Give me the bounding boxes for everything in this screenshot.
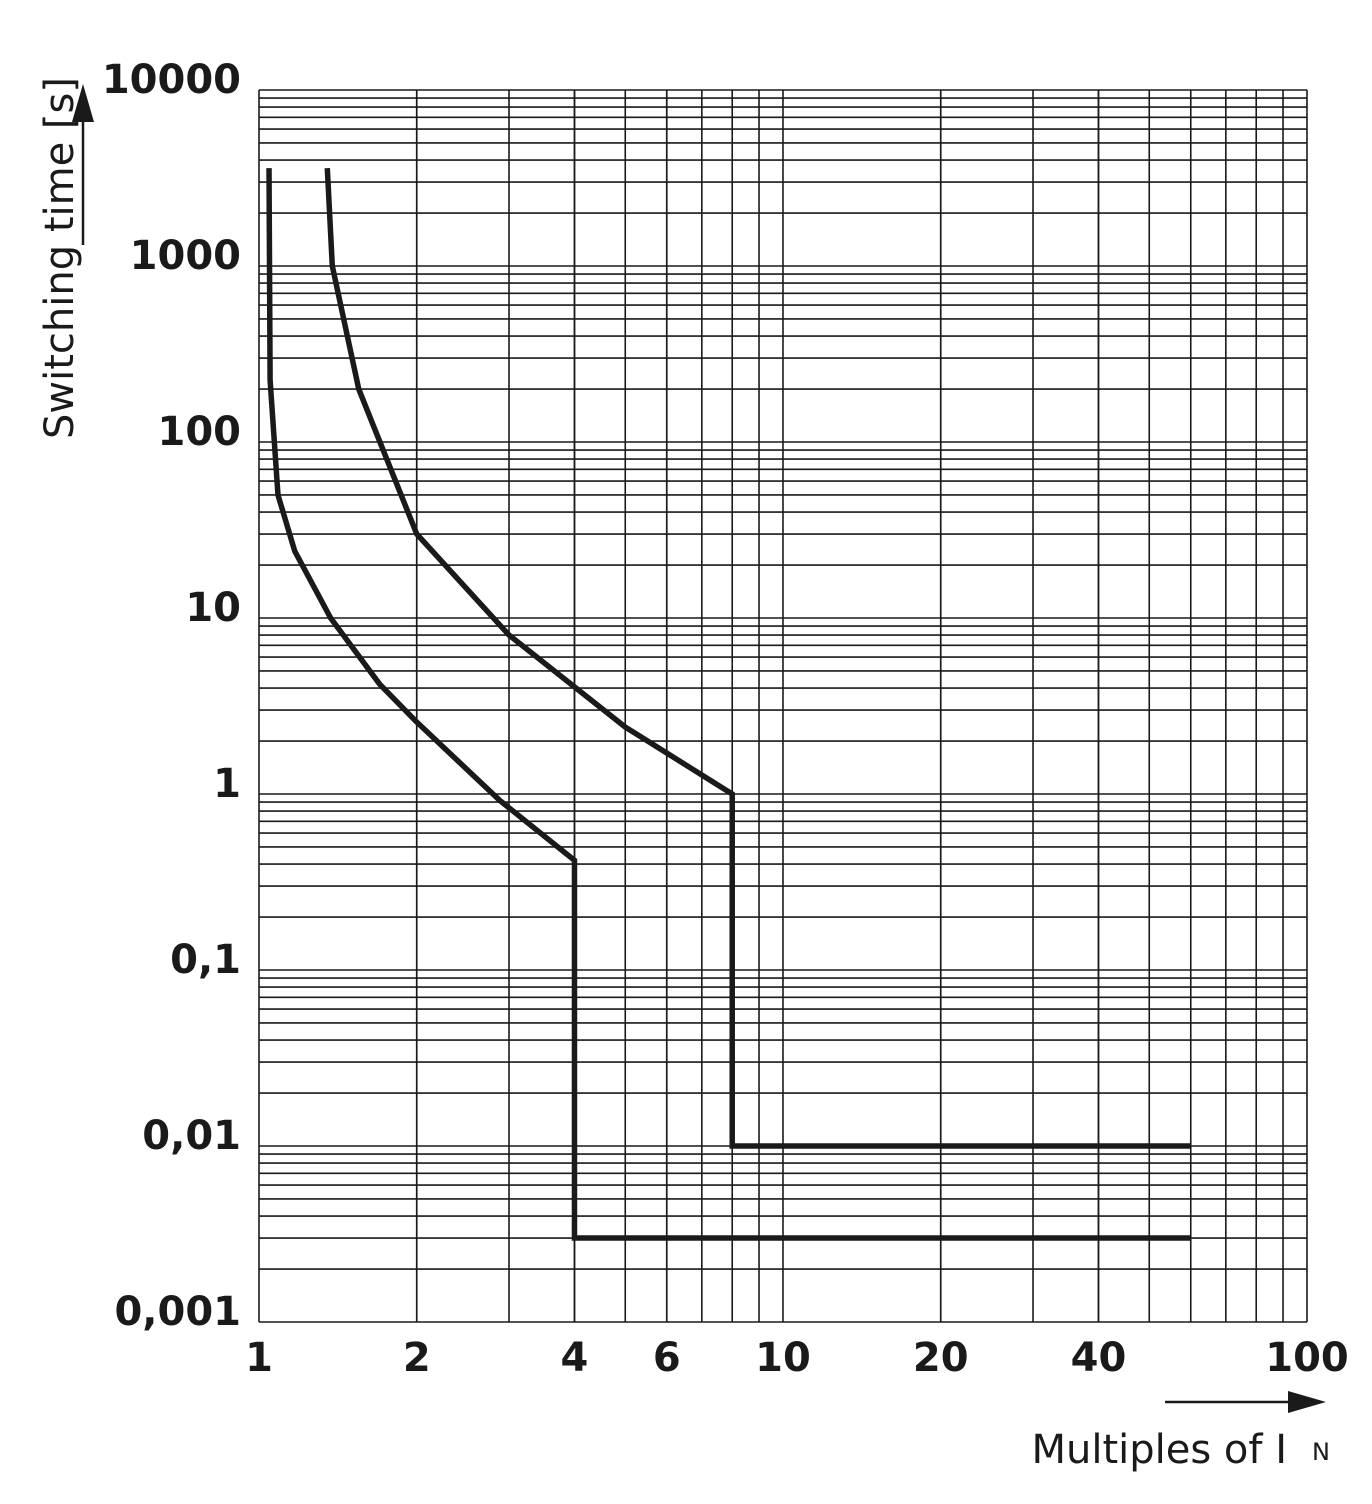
x-arrow-head [1288,1391,1326,1413]
ticks: 1 2 4 6 10 20 40 100 0,001 0,01 0,1 1 10 100 1000 10000 [102,57,1349,1381]
y-tick-label: 0,001 [114,1289,241,1335]
y-tick-label: 0,01 [142,1113,241,1159]
x-axis-label-subscript: N [1312,1438,1330,1466]
x-axis-label: Multiples of I [1031,1427,1287,1473]
y-tick-label: 100 [158,409,242,455]
x-tick-label: 20 [913,1335,969,1381]
y-tick-label: 1000 [130,233,241,279]
y-axis-label: Switching time [s] [37,77,83,439]
y-tick-label: 10 [185,585,241,631]
y-tick-label: 10000 [102,57,241,103]
x-tick-label: 10 [755,1335,811,1381]
x-tick-label: 4 [561,1335,589,1381]
x-tick-label: 6 [653,1335,681,1381]
curve [324,167,1191,1149]
x-tick-label: 100 [1265,1335,1349,1381]
x-tick-label: 40 [1071,1335,1127,1381]
x-tick-label: 1 [245,1335,273,1381]
x-tick-label: 2 [403,1335,431,1381]
curve [266,168,1191,1241]
lines [266,167,1191,1241]
y-arrow-head [72,84,94,122]
y-tick-label: 0,1 [170,937,241,983]
grid [258,89,1308,1323]
y-tick-label: 1 [213,761,241,807]
